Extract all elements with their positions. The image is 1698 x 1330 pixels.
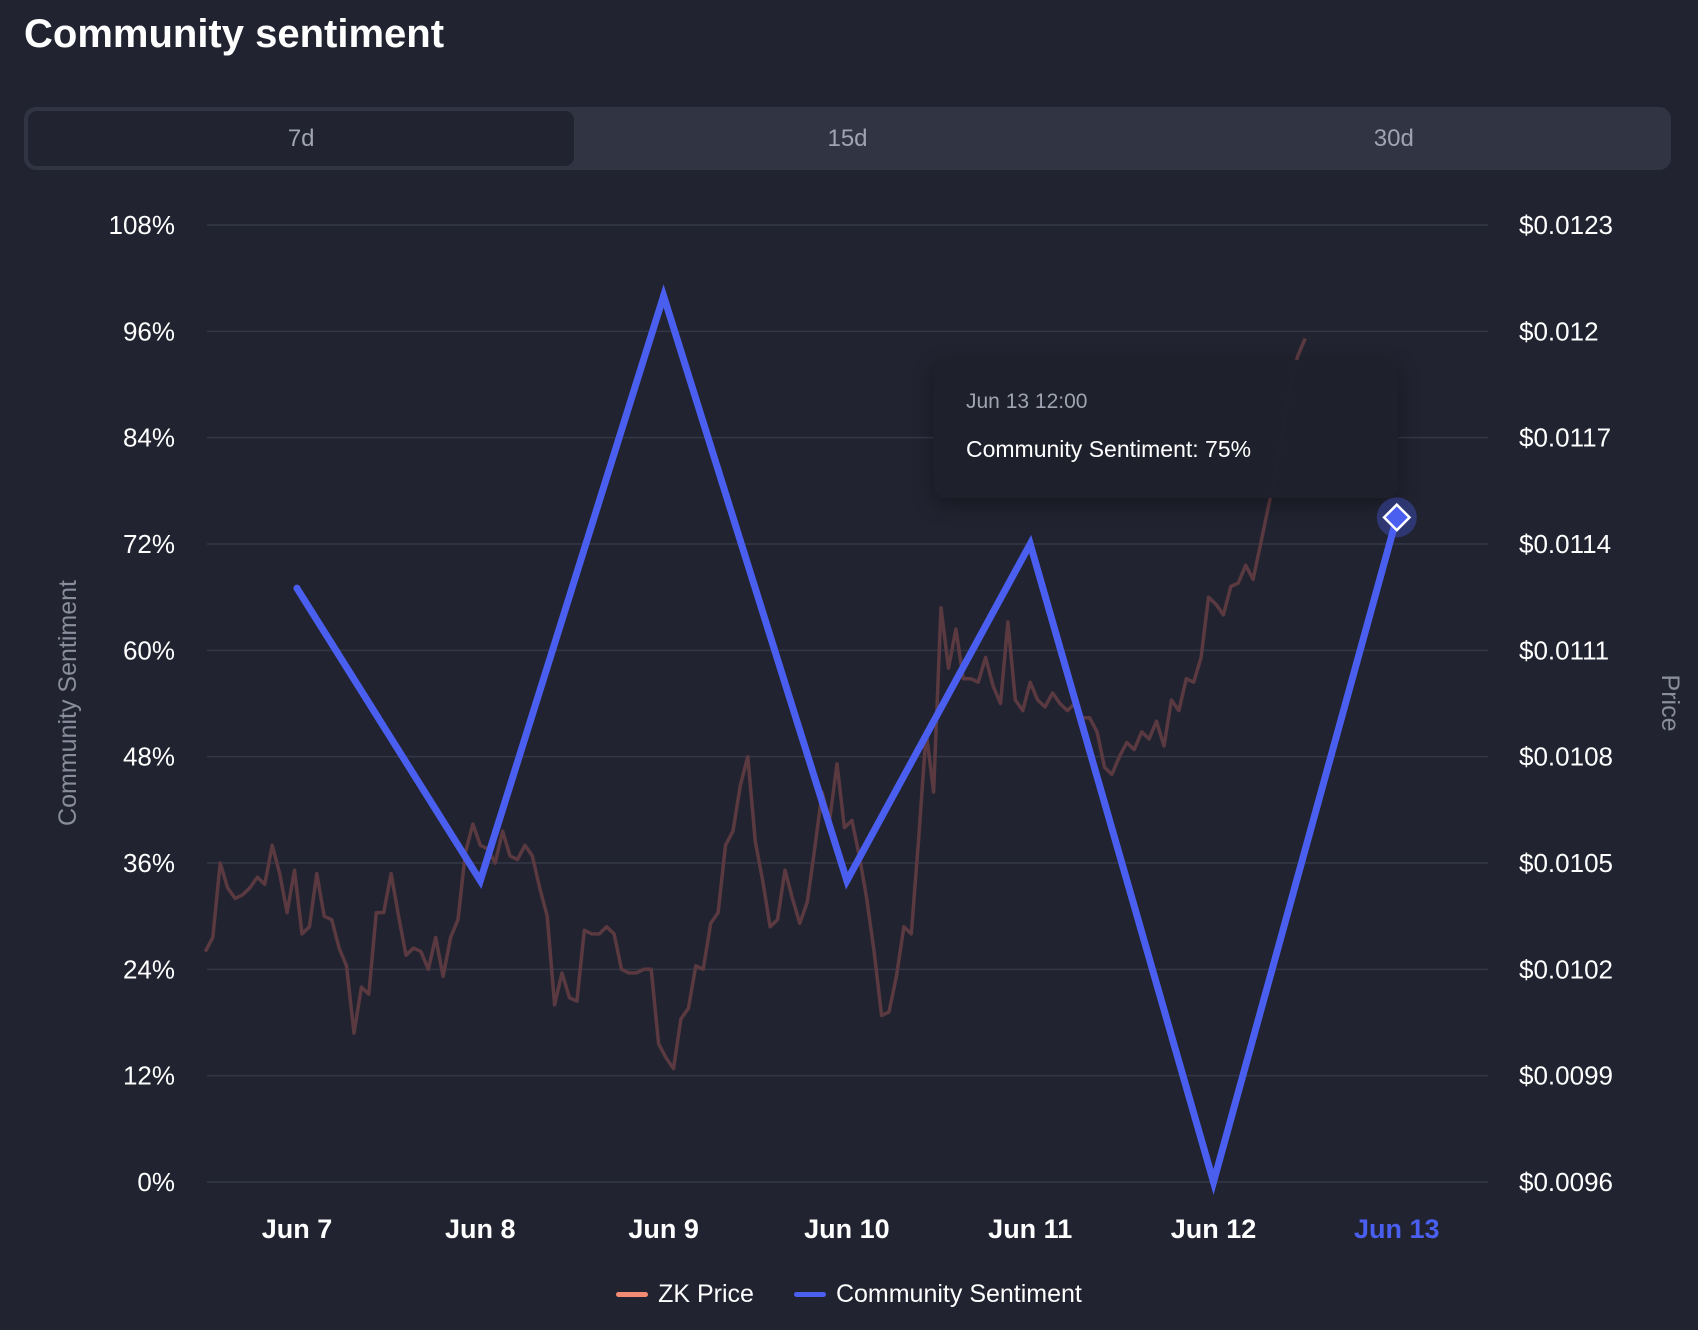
tooltip-value: Community Sentiment: 75% — [966, 436, 1252, 462]
x-tick-label: Jun 13 — [1354, 1214, 1440, 1244]
y-axis-left-label: Community Sentiment — [54, 580, 82, 826]
y-left-tick-label: 72% — [123, 529, 175, 559]
sentiment-point — [1393, 513, 1401, 521]
chart-tooltip: Jun 13 12:00 Community Sentiment: 75% — [934, 360, 1398, 498]
y-left-tick-label: 84% — [123, 423, 175, 453]
y-right-tick-label: $0.0099 — [1519, 1061, 1613, 1091]
y-right-tick-label: $0.0123 — [1519, 210, 1613, 240]
legend-swatch-community-sentiment — [793, 1292, 826, 1297]
y-right-tick-label: $0.0096 — [1519, 1167, 1613, 1197]
time-range-tabs: 7d 15d 30d — [24, 107, 1671, 170]
tab-30d[interactable]: 30d — [1373, 124, 1414, 152]
price-series — [203, 337, 1307, 1071]
x-tick-label: Jun 12 — [1171, 1214, 1257, 1244]
legend-label-zk-price: ZK Price — [658, 1280, 754, 1308]
y-left-tick-label: 60% — [123, 635, 175, 665]
legend-item-community-sentiment[interactable]: Community Sentiment — [793, 1280, 1082, 1309]
y-axis-right-label: Price — [1656, 675, 1684, 732]
page-title: Community sentiment — [24, 12, 445, 56]
grid-lines — [207, 224, 1488, 1183]
legend-label-community-sentiment: Community Sentiment — [835, 1280, 1082, 1308]
tab-15d[interactable]: 15d — [827, 124, 868, 152]
y-right-tick-label: $0.0111 — [1519, 635, 1609, 665]
tab-7d[interactable]: 7d — [28, 111, 575, 166]
legend-item-zk-price[interactable]: ZK Price — [616, 1280, 754, 1309]
sentiment-point — [1026, 540, 1034, 548]
sentiment-point — [293, 584, 301, 592]
sentiment-point — [1210, 1178, 1217, 1186]
y-right-tick-label: $0.0108 — [1519, 742, 1613, 772]
y-left-tick-label: 24% — [123, 954, 175, 984]
axes: 0% $0.0096 12% $0.0099 24% $0.0102 36% $0.0105 4… — [109, 210, 1613, 1244]
y-left-tick-label: 108% — [109, 210, 176, 240]
x-tick-label: Jun 9 — [628, 1214, 699, 1244]
y-left-tick-label: 96% — [123, 316, 175, 346]
x-tick-label: Jun 10 — [804, 1214, 890, 1244]
y-left-tick-label: 48% — [123, 742, 175, 772]
sentiment-chart: 0% $0.0096 12% $0.0099 24% $0.0102 36% $0.0105 4… — [54, 210, 1684, 1244]
y-right-tick-label: $0.0105 — [1519, 848, 1613, 878]
y-right-tick-label: $0.0102 — [1519, 954, 1613, 984]
legend-swatch-zk-price — [616, 1292, 649, 1297]
y-right-tick-label: $0.0114 — [1519, 529, 1611, 559]
sentiment-point — [476, 877, 484, 885]
price-line — [203, 337, 1307, 1071]
tooltip-time: Jun 13 12:00 — [966, 390, 1088, 413]
y-left-tick-label: 0% — [137, 1167, 175, 1197]
x-tick-label: Jun 8 — [445, 1214, 516, 1244]
x-tick-label: Jun 7 — [262, 1214, 333, 1244]
y-right-tick-label: $0.0117 — [1519, 423, 1611, 453]
sentiment-point — [660, 292, 668, 300]
chart-legend: ZK Price Community Sentiment — [0, 1280, 1698, 1309]
y-right-tick-label: $0.012 — [1519, 316, 1599, 346]
y-left-tick-label: 12% — [123, 1061, 175, 1091]
y-left-tick-label: 36% — [123, 848, 175, 878]
sentiment-point — [843, 877, 851, 885]
x-tick-label: Jun 11 — [988, 1214, 1072, 1244]
